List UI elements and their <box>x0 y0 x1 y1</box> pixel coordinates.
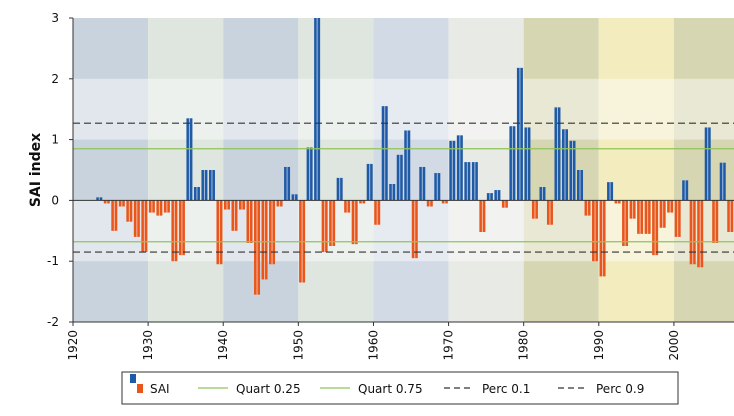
y-tick-label: 1 <box>51 133 59 147</box>
x-tick-label: 1990 <box>592 330 606 361</box>
x-tick-label: 1940 <box>216 330 230 361</box>
legend-swatch <box>130 374 133 383</box>
y-tick-label: 0 <box>51 193 59 207</box>
x-tick-label: 1970 <box>442 330 456 361</box>
y-axis-label: SAI index <box>28 133 44 207</box>
x-tick-label: 1920 <box>66 330 80 361</box>
y-tick-label: -1 <box>47 254 59 268</box>
legend-label: Perc 0.1 <box>482 382 530 396</box>
x-tick-label: 1930 <box>141 330 155 361</box>
y-tick-label: -2 <box>47 315 59 329</box>
row-band <box>73 78 734 140</box>
y-tick-label: 2 <box>51 72 59 86</box>
decade-band <box>598 18 674 322</box>
y-tick-label: 3 <box>51 11 59 25</box>
legend-label: Quart 0.25 <box>236 382 301 396</box>
background <box>73 18 734 322</box>
legend-label: SAI <box>150 382 170 396</box>
x-tick-label: 2000 <box>667 330 681 361</box>
decade-band <box>523 18 599 322</box>
legend-swatch <box>140 384 143 393</box>
legend-swatch <box>133 374 136 383</box>
x-tick-label: 1950 <box>291 330 305 361</box>
decade-band <box>73 18 149 322</box>
plot <box>73 18 734 295</box>
legend-label: Perc 0.9 <box>596 382 644 396</box>
legend-label: Quart 0.75 <box>358 382 423 396</box>
legend-swatch <box>137 384 140 393</box>
x-tick-label: 1960 <box>366 330 380 361</box>
x-tick-label: 1980 <box>517 330 531 361</box>
